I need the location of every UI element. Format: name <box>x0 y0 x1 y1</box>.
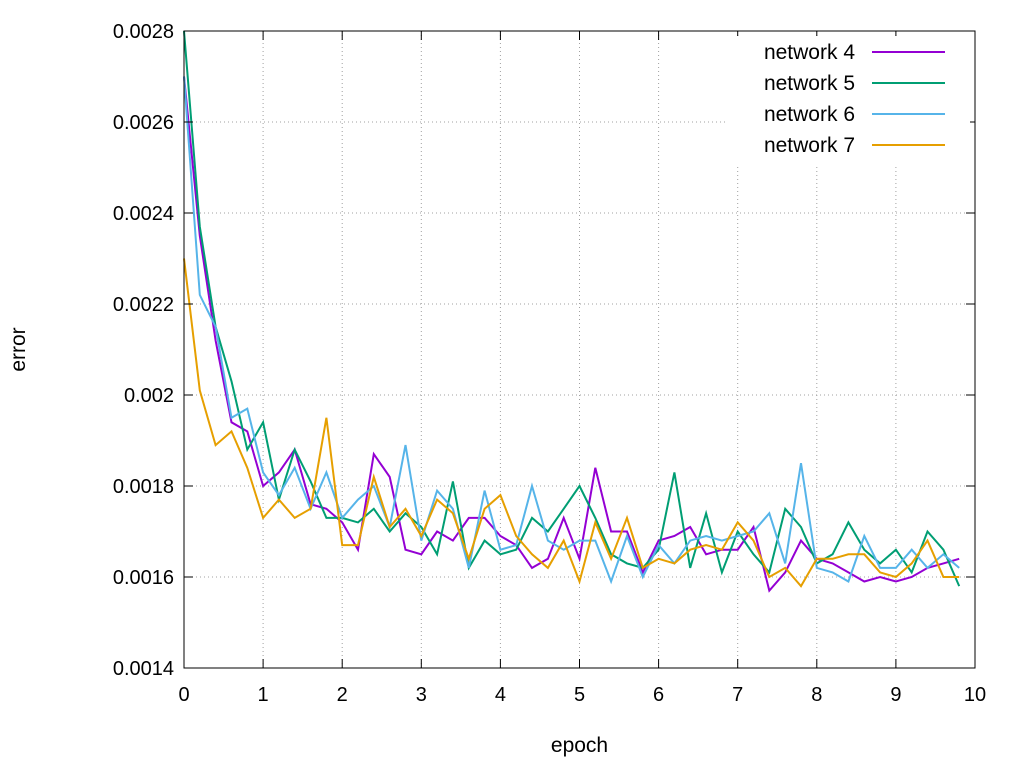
x-tick-label: 9 <box>890 684 901 706</box>
x-tick-label: 5 <box>574 684 585 706</box>
series-line-network-7 <box>183 258 960 588</box>
x-tick-label: 7 <box>732 684 743 706</box>
legend: network 4 network 5 network 6 network 7 <box>725 36 970 164</box>
axis-ticks: 0 1 2 3 4 5 6 7 8 9 10 0.0014 0.0016 0.0018 0.002 0.002… <box>113 21 986 706</box>
x-tick-label: 6 <box>653 684 664 706</box>
legend-label: network 4 <box>764 41 855 64</box>
x-tick-label: 8 <box>811 684 822 706</box>
y-tick-label: 0.0026 <box>113 112 174 134</box>
y-tick-label: 0.0028 <box>113 21 174 43</box>
y-tick-label: 0.0014 <box>113 658 174 680</box>
legend-label: network 7 <box>764 134 855 157</box>
legend-label: network 5 <box>764 72 855 95</box>
y-tick-label: 0.0022 <box>113 294 174 316</box>
y-tick-label: 0.002 <box>124 385 174 407</box>
y-tick-label: 0.0016 <box>113 567 174 589</box>
series-line-network-6 <box>183 76 960 585</box>
legend-label: network 6 <box>764 103 855 126</box>
series-lines <box>183 30 961 593</box>
y-axis-title: error <box>7 327 30 371</box>
x-tick-label: 3 <box>416 684 427 706</box>
y-tick-label: 0.0024 <box>113 203 174 225</box>
series-line-network-5 <box>183 30 961 587</box>
x-tick-label: 1 <box>258 684 269 706</box>
legend-background <box>725 36 970 164</box>
x-axis-title: epoch <box>551 734 608 757</box>
x-tick-label: 0 <box>178 684 189 706</box>
x-tick-label: 4 <box>495 684 506 706</box>
x-tick-label: 10 <box>964 684 986 706</box>
y-tick-label: 0.0018 <box>113 476 174 498</box>
x-tick-label: 2 <box>337 684 348 706</box>
